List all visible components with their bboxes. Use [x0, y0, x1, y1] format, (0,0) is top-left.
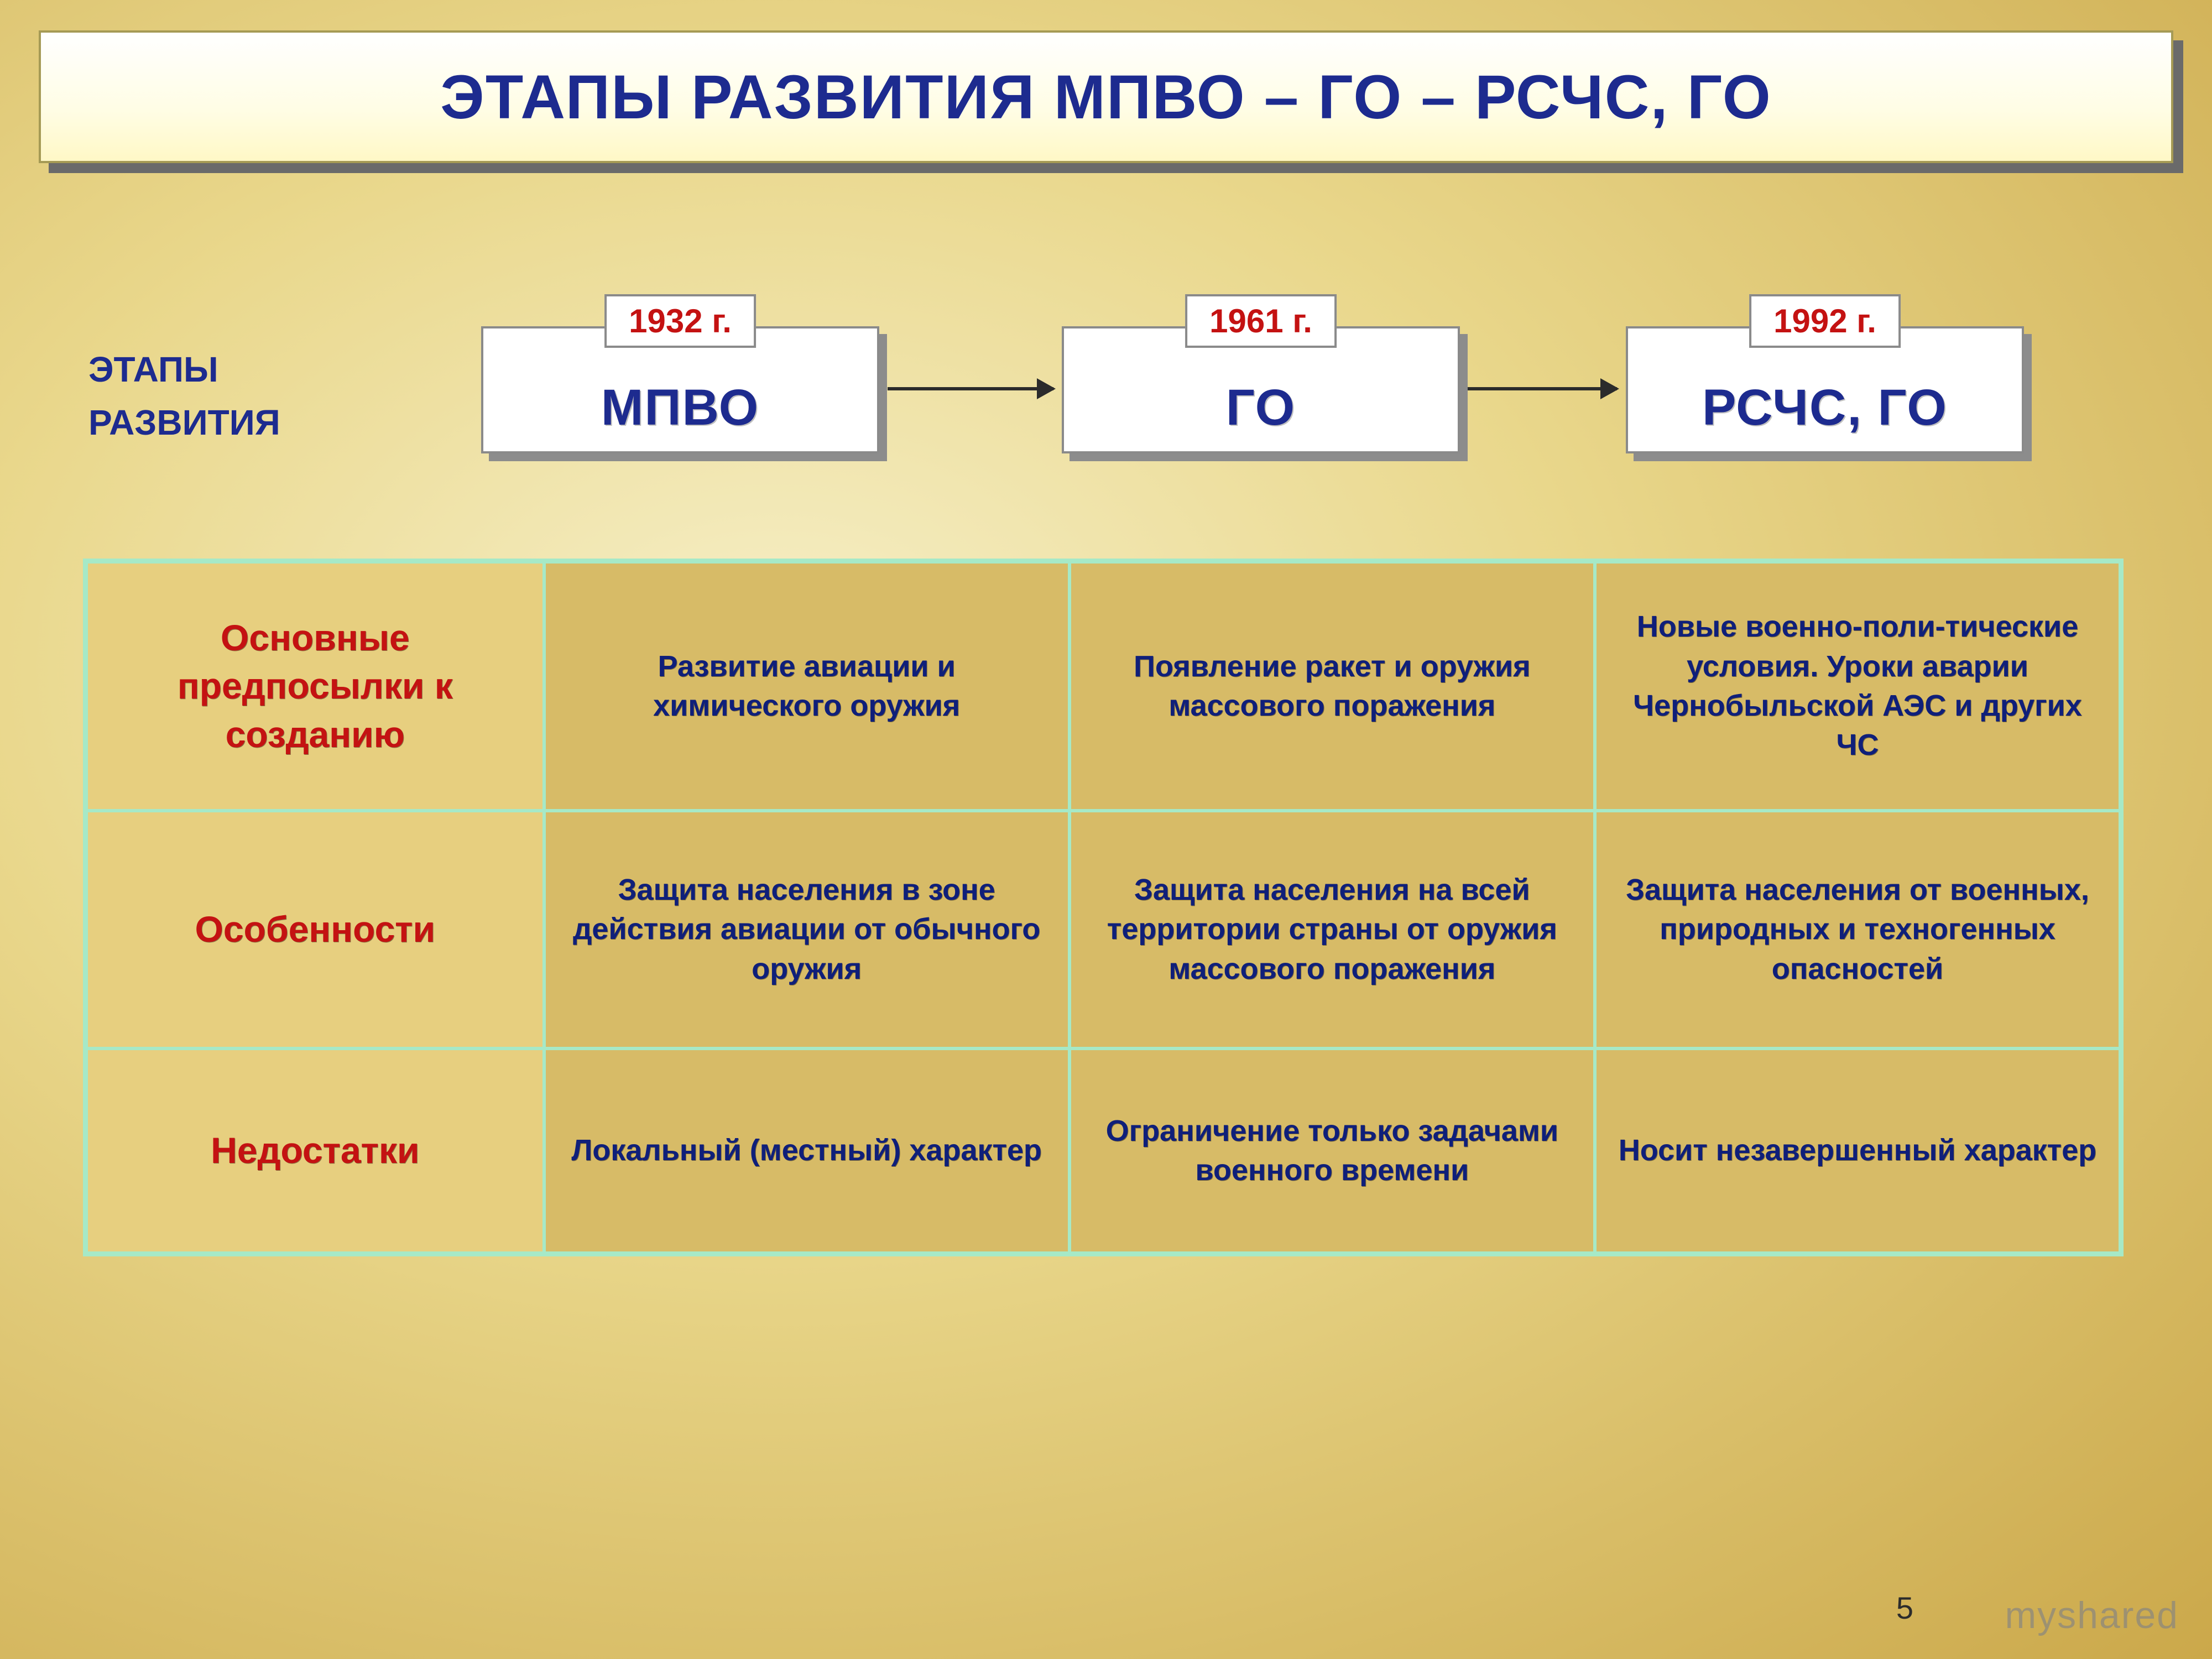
title-box: ЭТАПЫ РАЗВИТИЯ МПВО – ГО – РСЧС, ГО — [39, 30, 2173, 163]
table-cell: Локальный (местный) характер — [544, 1048, 1070, 1253]
stage-box: 1992 г.РСЧС, ГО — [1626, 326, 2024, 453]
table-cell: Защита населения на всей территории стра… — [1070, 811, 1595, 1048]
stage-box: 1932 г.МПВО — [481, 326, 879, 453]
table-cell: Носит незавершенный характер — [1595, 1048, 2120, 1253]
page-number: 5 — [1896, 1590, 1913, 1626]
watermark-text: myshared — [2005, 1594, 2179, 1637]
stages-label-line2: РАЗВИТИЯ — [88, 396, 376, 449]
table-cell: Появление ракет и оружия массового пораж… — [1070, 562, 1595, 811]
row-header: Недостатки — [86, 1048, 544, 1253]
table-row: НедостаткиЛокальный (местный) характерОг… — [86, 1048, 2120, 1253]
stage-year: 1961 г. — [1185, 294, 1337, 348]
table-row: Основные предпосылки к созданиюРазвитие … — [86, 562, 2120, 811]
stage-name: ГО — [1226, 379, 1296, 437]
table-cell: Защита населения в зоне действия авиации… — [544, 811, 1070, 1048]
table-row: ОсобенностиЗащита населения в зоне дейст… — [86, 811, 2120, 1048]
stage-box: 1961 г.ГО — [1062, 326, 1460, 453]
table-cell: Новые военно-поли-тические условия. Урок… — [1595, 562, 2120, 811]
table-cell: Защита населения от военных, природных и… — [1595, 811, 2120, 1048]
row-header: Особенности — [86, 811, 544, 1048]
stages-side-label: ЭТАПЫ РАЗВИТИЯ — [88, 343, 376, 449]
stage-name: МПВО — [601, 379, 759, 437]
stage-year: 1992 г. — [1749, 294, 1901, 348]
row-header: Основные предпосылки к созданию — [86, 562, 544, 811]
title-container: ЭТАПЫ РАЗВИТИЯ МПВО – ГО – РСЧС, ГО — [39, 30, 2173, 163]
stages-label-line1: ЭТАПЫ — [88, 343, 376, 396]
slide: ЭТАПЫ РАЗВИТИЯ МПВО – ГО – РСЧС, ГО ЭТАП… — [0, 0, 2212, 1659]
arrow-1 — [1468, 387, 1617, 390]
stage-2: 1992 г.РСЧС, ГО — [1626, 326, 2024, 453]
table-cell: Развитие авиации и химического оружия — [544, 562, 1070, 811]
content-table: Основные предпосылки к созданиюРазвитие … — [83, 559, 2124, 1256]
slide-title: ЭТАПЫ РАЗВИТИЯ МПВО – ГО – РСЧС, ГО — [440, 61, 1772, 133]
arrow-0 — [888, 387, 1053, 390]
table-cell: Ограничение только задачами военного вре… — [1070, 1048, 1595, 1253]
stage-0: 1932 г.МПВО — [481, 326, 879, 453]
stage-1: 1961 г.ГО — [1062, 326, 1460, 453]
stage-name: РСЧС, ГО — [1702, 379, 1948, 437]
stage-year: 1932 г. — [604, 294, 756, 348]
